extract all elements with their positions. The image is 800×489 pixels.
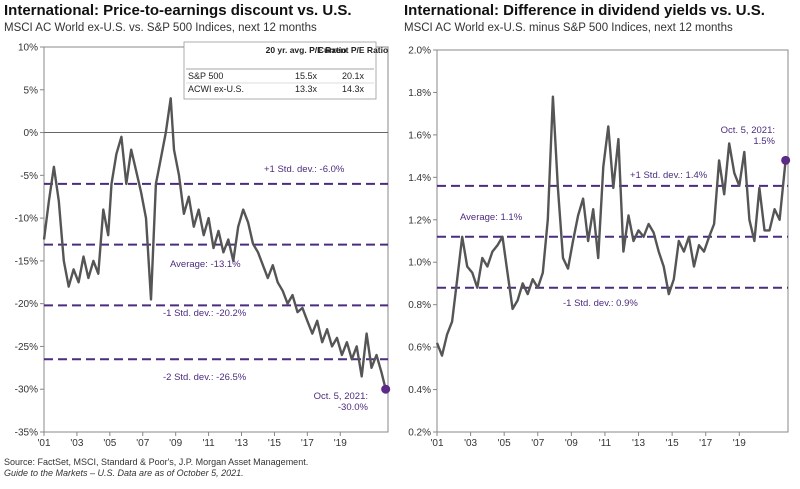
pe-table-row-current: 14.3x xyxy=(342,84,365,94)
chart1-annotation-end1: Oct. 5, 2021: xyxy=(314,391,368,402)
chart2-subtitle: MSCI AC World ex-U.S. minus S&P 500 Indi… xyxy=(404,22,733,34)
pe-table-row-label: ACWI ex-U.S. xyxy=(188,84,244,94)
chart1-x-tick-label: '15 xyxy=(268,438,281,449)
pe-table-row-current: 20.1x xyxy=(342,71,365,81)
chart1-x-tick-label: '17 xyxy=(301,438,314,449)
pe-table-row-label: S&P 500 xyxy=(188,71,223,81)
pe-table-header-current: Current P/E Ratio xyxy=(318,45,388,55)
chart1-y-tick-label: -20% xyxy=(15,299,38,310)
chart1-series-line xyxy=(42,97,387,390)
chart1-subtitle: MSCI AC World ex-U.S. vs. S&P 500 Indice… xyxy=(4,22,317,34)
chart1-x-tick-label: '05 xyxy=(103,438,116,449)
chart1-x-tick-label: '19 xyxy=(334,438,347,449)
pe-table-row-avg: 13.3x xyxy=(295,84,318,94)
chart1-x-tick-label: '13 xyxy=(235,438,248,449)
chart1-annotation-avg: Average: -13.1% xyxy=(170,259,241,270)
chart1-annotation-end2: -30.0% xyxy=(338,402,369,413)
chart1-y-tick-label: 5% xyxy=(24,85,39,96)
chart1-annotation-minus1: -1 Std. dev.: -20.2% xyxy=(163,308,247,319)
chart1-x-tick-label: '07 xyxy=(136,438,149,449)
chart1-y-tick-label: 0% xyxy=(24,128,39,139)
chart1-annotation-plus1: +1 Std. dev.: -6.0% xyxy=(264,164,345,175)
chart1-x-tick-label: '03 xyxy=(70,438,83,449)
chart1-x-tick-label: '09 xyxy=(169,438,182,449)
chart1-y-tick-label: -10% xyxy=(15,214,38,225)
chart1-title: International: Price-to-earnings discoun… xyxy=(4,2,352,19)
chart1-y-tick-label: 10% xyxy=(18,43,38,54)
chart1-y-tick-label: -30% xyxy=(15,385,38,396)
chart1-annotation-minus2: -2 Std. dev.: -26.5% xyxy=(163,372,247,383)
pe-table-row-avg: 15.5x xyxy=(295,71,318,81)
chart1-x-tick-label: '01 xyxy=(37,438,50,449)
chart1-y-tick-label: -5% xyxy=(20,171,38,182)
footer-guide-text: Guide to the Markets – U.S. Data are as … xyxy=(4,468,244,478)
chart1-y-tick-label: -25% xyxy=(15,342,38,353)
pe-table-header-avg: 20 yr. avg. P/E Ratio xyxy=(266,45,347,55)
chart2-title: International: Difference in dividend yi… xyxy=(404,2,765,19)
pe-table-frame xyxy=(183,41,377,100)
footer-source: Source: FactSet, MSCI, Standard & Poor's… xyxy=(4,457,309,467)
chart1-x-tick-label: '11 xyxy=(202,438,215,449)
chart1-y-tick-label: -35% xyxy=(15,428,38,439)
chart1-y-tick-label: -15% xyxy=(15,256,38,267)
chart1-end-point xyxy=(381,384,391,394)
footer-guide: Guide to the Markets – U.S. Data are as … xyxy=(4,468,244,478)
